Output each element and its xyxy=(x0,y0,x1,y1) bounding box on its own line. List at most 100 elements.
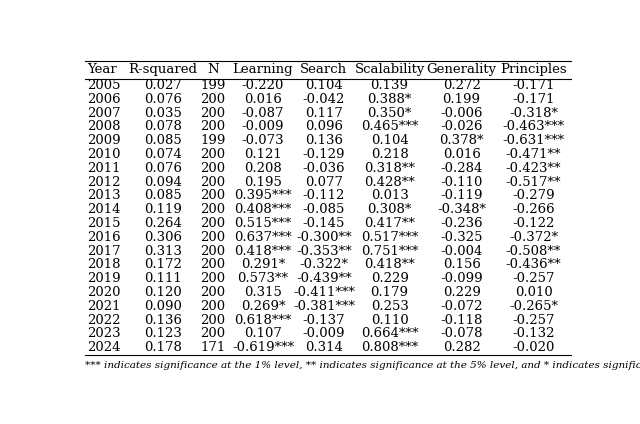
Text: -0.423**: -0.423** xyxy=(506,162,561,175)
Text: Scalability: Scalability xyxy=(355,63,425,76)
Text: 0.218: 0.218 xyxy=(371,148,408,161)
Text: 0.016: 0.016 xyxy=(244,93,282,106)
Text: -0.006: -0.006 xyxy=(440,106,483,120)
Text: 200: 200 xyxy=(200,300,225,313)
Text: 0.517***: 0.517*** xyxy=(361,231,419,244)
Text: 0.208: 0.208 xyxy=(244,162,282,175)
Text: 200: 200 xyxy=(200,120,225,134)
Text: -0.236: -0.236 xyxy=(440,217,483,230)
Text: 2016: 2016 xyxy=(87,231,120,244)
Text: 199: 199 xyxy=(200,134,225,147)
Text: -0.279: -0.279 xyxy=(512,190,555,202)
Text: 0.315: 0.315 xyxy=(244,286,282,299)
Text: 0.291*: 0.291* xyxy=(241,258,285,271)
Text: 0.156: 0.156 xyxy=(443,258,481,271)
Text: -0.009: -0.009 xyxy=(242,120,284,134)
Text: 2020: 2020 xyxy=(87,286,120,299)
Text: 0.172: 0.172 xyxy=(144,258,182,271)
Text: -0.325: -0.325 xyxy=(440,231,483,244)
Text: Generality: Generality xyxy=(426,63,497,76)
Text: 0.120: 0.120 xyxy=(144,286,182,299)
Text: 200: 200 xyxy=(200,313,225,326)
Text: 2023: 2023 xyxy=(87,327,120,340)
Text: 200: 200 xyxy=(200,106,225,120)
Text: 0.117: 0.117 xyxy=(305,106,343,120)
Text: -0.517**: -0.517** xyxy=(506,176,561,189)
Text: -0.145: -0.145 xyxy=(303,217,345,230)
Text: 2022: 2022 xyxy=(87,313,120,326)
Text: 0.016: 0.016 xyxy=(443,148,481,161)
Text: 200: 200 xyxy=(200,258,225,271)
Text: Principles: Principles xyxy=(500,63,567,76)
Text: 0.428**: 0.428** xyxy=(364,176,415,189)
Text: 0.107: 0.107 xyxy=(244,327,282,340)
Text: 2013: 2013 xyxy=(87,190,120,202)
Text: 0.104: 0.104 xyxy=(305,79,343,92)
Text: -0.119: -0.119 xyxy=(440,190,483,202)
Text: 2006: 2006 xyxy=(87,93,120,106)
Text: N: N xyxy=(207,63,219,76)
Text: -0.042: -0.042 xyxy=(303,93,345,106)
Text: *** indicates significance at the 1% level, ** indicates significance at the 5% : *** indicates significance at the 1% lev… xyxy=(85,361,640,370)
Text: -0.004: -0.004 xyxy=(440,245,483,257)
Text: -0.122: -0.122 xyxy=(512,217,555,230)
Text: -0.508**: -0.508** xyxy=(506,245,561,257)
Text: 0.308*: 0.308* xyxy=(367,203,412,216)
Text: 200: 200 xyxy=(200,272,225,285)
Text: 0.417**: 0.417** xyxy=(364,217,415,230)
Text: 0.751***: 0.751*** xyxy=(361,245,419,257)
Text: 200: 200 xyxy=(200,190,225,202)
Text: 0.119: 0.119 xyxy=(144,203,182,216)
Text: 2009: 2009 xyxy=(87,134,120,147)
Text: 0.637***: 0.637*** xyxy=(234,231,292,244)
Text: -0.257: -0.257 xyxy=(512,313,555,326)
Text: 0.195: 0.195 xyxy=(244,176,282,189)
Text: -0.085: -0.085 xyxy=(303,203,345,216)
Text: -0.322*: -0.322* xyxy=(300,258,348,271)
Text: -0.078: -0.078 xyxy=(440,327,483,340)
Text: 0.318**: 0.318** xyxy=(364,162,415,175)
Text: 0.111: 0.111 xyxy=(144,272,182,285)
Text: 2021: 2021 xyxy=(87,300,120,313)
Text: 0.110: 0.110 xyxy=(371,313,408,326)
Text: 200: 200 xyxy=(200,217,225,230)
Text: -0.471**: -0.471** xyxy=(506,148,561,161)
Text: 0.418**: 0.418** xyxy=(364,258,415,271)
Text: Search: Search xyxy=(300,63,348,76)
Text: 2014: 2014 xyxy=(87,203,120,216)
Text: -0.073: -0.073 xyxy=(242,134,284,147)
Text: -0.036: -0.036 xyxy=(303,162,345,175)
Text: 2019: 2019 xyxy=(87,272,120,285)
Text: 0.035: 0.035 xyxy=(144,106,182,120)
Text: 200: 200 xyxy=(200,93,225,106)
Text: 2024: 2024 xyxy=(87,341,120,354)
Text: 0.229: 0.229 xyxy=(443,286,481,299)
Text: 0.282: 0.282 xyxy=(443,341,481,354)
Text: 0.229: 0.229 xyxy=(371,272,408,285)
Text: 0.123: 0.123 xyxy=(144,327,182,340)
Text: -0.300**: -0.300** xyxy=(296,231,352,244)
Text: -0.087: -0.087 xyxy=(242,106,284,120)
Text: -0.348*: -0.348* xyxy=(437,203,486,216)
Text: 0.010: 0.010 xyxy=(515,286,552,299)
Text: 200: 200 xyxy=(200,245,225,257)
Text: -0.072: -0.072 xyxy=(440,300,483,313)
Text: 0.306: 0.306 xyxy=(144,231,182,244)
Text: 199: 199 xyxy=(200,79,225,92)
Text: 2008: 2008 xyxy=(87,120,120,134)
Text: 0.085: 0.085 xyxy=(144,134,182,147)
Text: 200: 200 xyxy=(200,148,225,161)
Text: 0.085: 0.085 xyxy=(144,190,182,202)
Text: 0.013: 0.013 xyxy=(371,190,408,202)
Text: 0.388*: 0.388* xyxy=(367,93,412,106)
Text: -0.099: -0.099 xyxy=(440,272,483,285)
Text: 2018: 2018 xyxy=(87,258,120,271)
Text: 200: 200 xyxy=(200,203,225,216)
Text: -0.112: -0.112 xyxy=(303,190,345,202)
Text: -0.372*: -0.372* xyxy=(509,231,558,244)
Text: 0.253: 0.253 xyxy=(371,300,408,313)
Text: 0.096: 0.096 xyxy=(305,120,343,134)
Text: -0.129: -0.129 xyxy=(303,148,345,161)
Text: 0.121: 0.121 xyxy=(244,148,282,161)
Text: 0.027: 0.027 xyxy=(144,79,182,92)
